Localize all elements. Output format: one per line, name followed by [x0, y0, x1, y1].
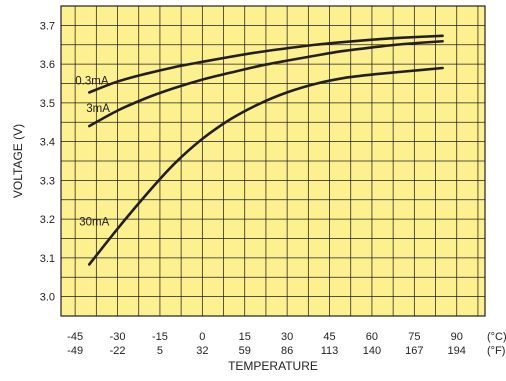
series-line-30ma: [87, 66, 444, 266]
x-unit-celsius: (°C): [487, 331, 506, 343]
plot-border: [60, 5, 486, 317]
x-tick-labels: -45 -49 -30 -22 -15 5 0 32 15 59 30 86 45 113 60 140 75 1…: [67, 331, 466, 357]
x-tick-label-fahrenheit: 167: [405, 345, 423, 357]
x-tick-label-celsius: 45: [323, 331, 335, 343]
x-axis-title: TEMPERATURE: [228, 359, 318, 373]
series-label-3ma: 3mA: [86, 103, 110, 115]
x-tick-label-celsius: 0: [199, 331, 205, 343]
y-tick-label: 3.7: [40, 20, 55, 32]
x-tick-label-fahrenheit: 86: [281, 345, 293, 357]
y-axis-title: VOLTAGE (V): [11, 124, 25, 198]
x-tick-label-celsius: -15: [152, 331, 168, 343]
x-tick-label-celsius: 60: [366, 331, 378, 343]
series-labels: 0.3mA 3mA 30mA: [75, 75, 110, 228]
y-tick-label: 3.3: [40, 175, 55, 187]
y-tick-label: 3.4: [40, 137, 55, 149]
x-tick-label-fahrenheit: 5: [157, 345, 163, 357]
x-tick-label-fahrenheit: 194: [448, 345, 466, 357]
x-tick-label-celsius: 15: [239, 331, 251, 343]
x-tick-label-fahrenheit: 59: [239, 345, 251, 357]
grid: [61, 6, 485, 316]
series-layer: [87, 34, 444, 266]
x-tick-label-fahrenheit: -22: [110, 345, 126, 357]
y-tick-label: 3.6: [40, 59, 55, 71]
y-tick-label: 3.5: [40, 98, 55, 110]
x-tick-label-fahrenheit: 113: [321, 345, 339, 357]
y-tick-label: 3.2: [40, 214, 55, 226]
x-tick-label-celsius: -30: [110, 331, 126, 343]
y-tick-label: 3.1: [40, 253, 55, 265]
series-label-30ma: 30mA: [79, 216, 109, 228]
y-tick-label: 3.0: [40, 292, 55, 304]
x-tick-label-fahrenheit: -49: [67, 345, 83, 357]
x-tick-label-celsius: 90: [451, 331, 463, 343]
series-line-3ma: [87, 39, 444, 128]
series-label-0.3ma: 0.3mA: [75, 75, 109, 87]
series-line-0.3ma: [87, 34, 444, 94]
x-tick-label-fahrenheit: 140: [363, 345, 381, 357]
x-tick-label-fahrenheit: 32: [196, 345, 208, 357]
x-tick-label-celsius: 30: [281, 331, 293, 343]
y-tick-labels: 3.0 3.1 3.2 3.3 3.4 3.5 3.6 3.7: [40, 20, 55, 303]
x-tick-label-celsius: 75: [408, 331, 420, 343]
x-tick-label-celsius: -45: [67, 331, 83, 343]
x-unit-fahrenheit: (°F): [487, 345, 505, 357]
